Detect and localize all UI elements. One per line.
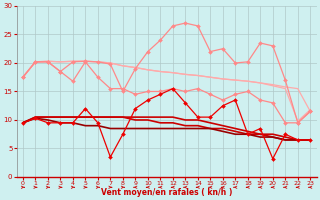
X-axis label: Vent moyen/en rafales ( kn/h ): Vent moyen/en rafales ( kn/h ) [101,188,232,197]
